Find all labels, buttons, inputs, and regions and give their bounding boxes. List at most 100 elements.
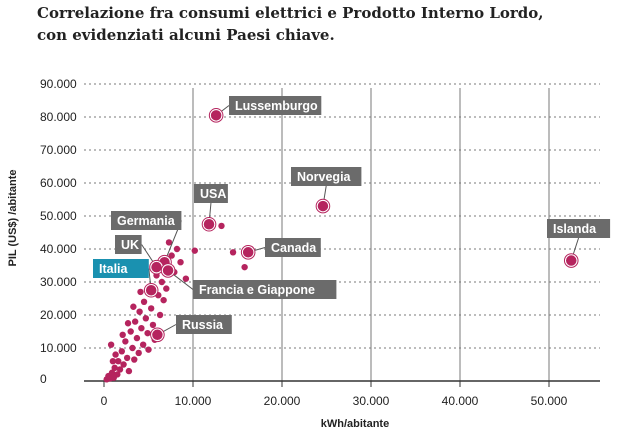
highlighted-country-ring xyxy=(150,327,165,343)
callout-label-canada: Canada xyxy=(271,241,317,255)
data-point xyxy=(138,325,145,332)
y-tick-label: 0 xyxy=(40,372,47,386)
y-tick-label: 40.000 xyxy=(40,242,77,256)
data-point xyxy=(108,369,116,376)
highlighted-country-ring xyxy=(160,263,176,278)
data-point xyxy=(114,371,121,378)
x-axis-label: kWh/abitante xyxy=(321,418,389,430)
data-point xyxy=(130,303,137,310)
data-point xyxy=(120,361,127,368)
data-point xyxy=(177,259,184,266)
data-point xyxy=(173,245,181,253)
data-point xyxy=(116,366,124,373)
data-point xyxy=(168,252,175,259)
data-point xyxy=(131,356,138,363)
callout-label-francia-e-giappone: Francia e Giappone xyxy=(199,283,315,297)
callout-label-germania: Germania xyxy=(117,214,176,228)
y-tick-label: 60.000 xyxy=(40,176,77,190)
callout-label-italia: Italia xyxy=(99,262,129,276)
y-tick-label: 70.000 xyxy=(40,143,77,157)
data-point xyxy=(109,358,117,365)
y-tick-label: 90.000 xyxy=(40,77,77,91)
highlighted-country-point xyxy=(144,283,158,297)
callout-label-uk: UK xyxy=(121,238,139,252)
y-tick-label: 50.000 xyxy=(40,209,77,223)
data-point xyxy=(163,285,170,292)
callout-label-islanda: Islanda xyxy=(553,222,597,236)
chart-title: Correlazione fra consumi elettrici e Pro… xyxy=(37,2,597,46)
x-tick-label: 50.000 xyxy=(531,394,568,408)
callout-label-lussemburgo: Lussemburgo xyxy=(235,99,318,113)
callout-label-box xyxy=(547,219,611,238)
highlighted-country-point xyxy=(316,199,330,213)
highlighted-country-ring xyxy=(563,253,579,268)
data-point xyxy=(140,298,148,305)
data-point xyxy=(147,305,155,312)
callout-label-box xyxy=(115,235,142,254)
highlighted-country-point xyxy=(150,328,165,342)
x-tick-label: 10.000 xyxy=(175,394,212,408)
data-point xyxy=(115,358,122,365)
x-tick-label: 40.000 xyxy=(442,394,479,408)
data-point xyxy=(131,318,139,325)
data-point xyxy=(229,249,237,256)
highlighted-country-point xyxy=(241,245,255,260)
chart-title-line-1: Correlazione fra consumi elettrici e Pro… xyxy=(37,4,544,22)
callout-label-box xyxy=(111,211,182,230)
data-point xyxy=(160,296,167,304)
data-point xyxy=(182,275,190,282)
callout-label-box xyxy=(291,167,362,186)
callout-label-usa: USA xyxy=(200,187,226,201)
data-point xyxy=(129,344,136,352)
data-point xyxy=(156,311,164,319)
data-point xyxy=(218,222,225,230)
data-point xyxy=(149,321,157,329)
callout-label-box xyxy=(93,259,149,278)
data-point xyxy=(136,308,143,315)
y-tick-label: 80.000 xyxy=(40,110,77,124)
data-point xyxy=(122,338,129,345)
callout-label-box xyxy=(194,184,228,203)
highlighted-country-point xyxy=(209,108,223,123)
data-point xyxy=(137,288,144,296)
highlighted-country-ring xyxy=(143,282,159,298)
data-point xyxy=(158,278,166,286)
data-point xyxy=(145,346,152,353)
data-point xyxy=(139,341,147,348)
data-point xyxy=(142,315,150,322)
callout-label-russia: Russia xyxy=(182,318,224,332)
y-axis-label: PIL (US$) /abitante xyxy=(7,170,19,267)
x-tick-label: 20.000 xyxy=(264,394,301,408)
data-point xyxy=(165,239,173,246)
data-point xyxy=(111,364,118,371)
highlighted-country-ring xyxy=(201,216,217,232)
callout-label-norvegia: Norvegia xyxy=(297,170,352,184)
data-point xyxy=(241,263,248,271)
callout-label-box xyxy=(265,238,321,257)
data-point xyxy=(133,334,141,342)
data-point xyxy=(119,331,126,338)
data-point xyxy=(124,320,132,327)
highlighted-country-ring xyxy=(208,108,224,123)
highlighted-country-point xyxy=(564,253,578,268)
axes: 0 10.000 20.000 30.000 40.000 50.000 60.000 70.… xyxy=(40,77,600,408)
callout-label-box xyxy=(193,280,337,299)
highlighted-country-point xyxy=(202,217,216,231)
data-point xyxy=(112,351,119,358)
data-point xyxy=(123,354,131,362)
y-tick-label: 20.000 xyxy=(40,308,77,322)
highlighted-country-ring xyxy=(315,198,331,214)
data-point xyxy=(127,328,134,335)
y-tick-label: 10.000 xyxy=(40,341,77,355)
x-tick-label: 0 xyxy=(101,394,108,408)
data-point xyxy=(191,247,198,254)
data-point xyxy=(144,329,151,337)
chart-title-line-2: con evidenziati alcuni Paesi chiave. xyxy=(37,26,335,44)
highlighted-country-ring xyxy=(240,245,256,260)
callout-label-box xyxy=(176,315,232,334)
highlighted-country-point xyxy=(161,263,175,278)
data-point xyxy=(118,348,126,355)
y-tick-label: 30.000 xyxy=(40,275,77,289)
data-point xyxy=(107,341,115,348)
x-tick-label: 30.000 xyxy=(353,394,390,408)
